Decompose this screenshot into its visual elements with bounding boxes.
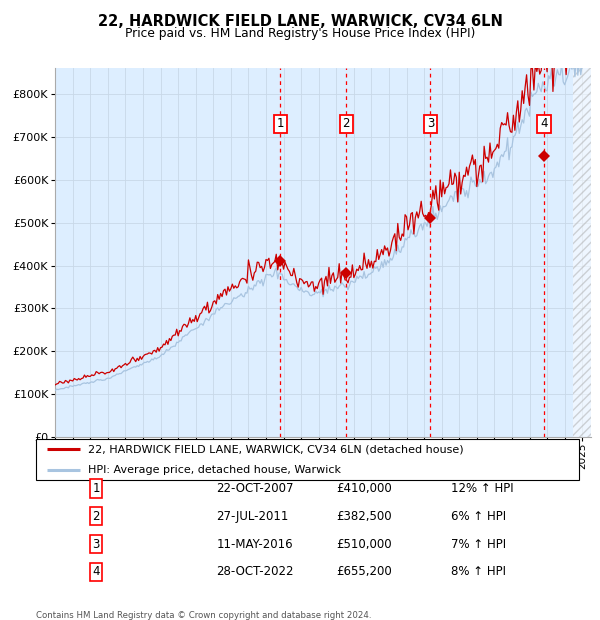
Text: HPI: Average price, detached house, Warwick: HPI: Average price, detached house, Warw…: [88, 466, 341, 476]
Text: 3: 3: [92, 538, 100, 551]
Text: Price paid vs. HM Land Registry's House Price Index (HPI): Price paid vs. HM Land Registry's House …: [125, 27, 475, 40]
Text: £410,000: £410,000: [337, 482, 392, 495]
Text: 22, HARDWICK FIELD LANE, WARWICK, CV34 6LN (detached house): 22, HARDWICK FIELD LANE, WARWICK, CV34 6…: [88, 445, 463, 454]
Text: 22-OCT-2007: 22-OCT-2007: [216, 482, 293, 495]
Text: 22, HARDWICK FIELD LANE, WARWICK, CV34 6LN: 22, HARDWICK FIELD LANE, WARWICK, CV34 6…: [98, 14, 502, 29]
Polygon shape: [574, 68, 591, 437]
Text: 1: 1: [92, 482, 100, 495]
Text: Contains HM Land Registry data © Crown copyright and database right 2024.: Contains HM Land Registry data © Crown c…: [36, 611, 371, 619]
Text: £655,200: £655,200: [337, 565, 392, 578]
Text: 3: 3: [427, 117, 434, 130]
Text: 6% ↑ HPI: 6% ↑ HPI: [451, 510, 506, 523]
Text: 2: 2: [92, 510, 100, 523]
Text: 8% ↑ HPI: 8% ↑ HPI: [451, 565, 506, 578]
Text: 27-JUL-2011: 27-JUL-2011: [216, 510, 289, 523]
Text: 28-OCT-2022: 28-OCT-2022: [216, 565, 293, 578]
Text: 12% ↑ HPI: 12% ↑ HPI: [451, 482, 514, 495]
Text: 4: 4: [92, 565, 100, 578]
Text: 2: 2: [343, 117, 350, 130]
Text: 4: 4: [540, 117, 548, 130]
Text: £382,500: £382,500: [337, 510, 392, 523]
Text: £510,000: £510,000: [337, 538, 392, 551]
Text: 11-MAY-2016: 11-MAY-2016: [216, 538, 293, 551]
FancyBboxPatch shape: [36, 439, 579, 480]
Text: 1: 1: [277, 117, 284, 130]
Text: 7% ↑ HPI: 7% ↑ HPI: [451, 538, 506, 551]
